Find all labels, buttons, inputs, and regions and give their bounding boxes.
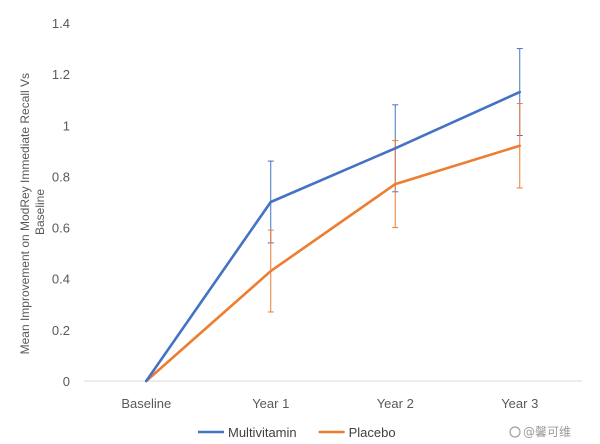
y-axis-title-line-1: Mean Improvement on ModRey Immediate Rec… <box>18 73 32 354</box>
tick-labels: 0 0.2 0.4 0.6 0.8 1 1.2 1.4 Baseline Year 1 Year 2… <box>52 16 538 411</box>
y-tick-label: 0.2 <box>52 323 70 338</box>
series-line-multivitamin <box>144 90 522 383</box>
y-tick-label: 0 <box>63 374 70 389</box>
y-axis-title-line-2: Baseline <box>33 189 47 235</box>
y-axis-title: Mean Improvement on ModRey Immediate Rec… <box>18 70 47 355</box>
watermark: @馨可维 <box>509 424 571 439</box>
legend-label: Placebo <box>349 425 396 440</box>
y-tick-label: 1.4 <box>52 16 70 31</box>
legend-item-placebo: Placebo <box>318 425 396 440</box>
y-tick-label: 0.6 <box>52 221 70 236</box>
y-tick-label: 0.8 <box>52 169 70 184</box>
y-tick-label: 1.2 <box>52 67 70 82</box>
legend: Multivitamin Placebo <box>198 425 396 440</box>
legend-label: Multivitamin <box>228 425 297 440</box>
x-tick-label: Year 2 <box>377 396 414 411</box>
series-lines <box>144 90 522 383</box>
watermark-text: @馨可维 <box>523 424 571 439</box>
series-line-placebo <box>144 144 522 383</box>
legend-item-multivitamin: Multivitamin <box>198 425 297 440</box>
watermark-icon <box>509 426 521 438</box>
x-tick-label: Year 3 <box>501 396 538 411</box>
x-tick-label: Baseline <box>121 396 171 411</box>
y-tick-label: 1 <box>63 118 70 133</box>
error-bars <box>267 48 523 313</box>
x-tick-label: Year 1 <box>252 396 289 411</box>
y-tick-label: 0.4 <box>52 272 70 287</box>
